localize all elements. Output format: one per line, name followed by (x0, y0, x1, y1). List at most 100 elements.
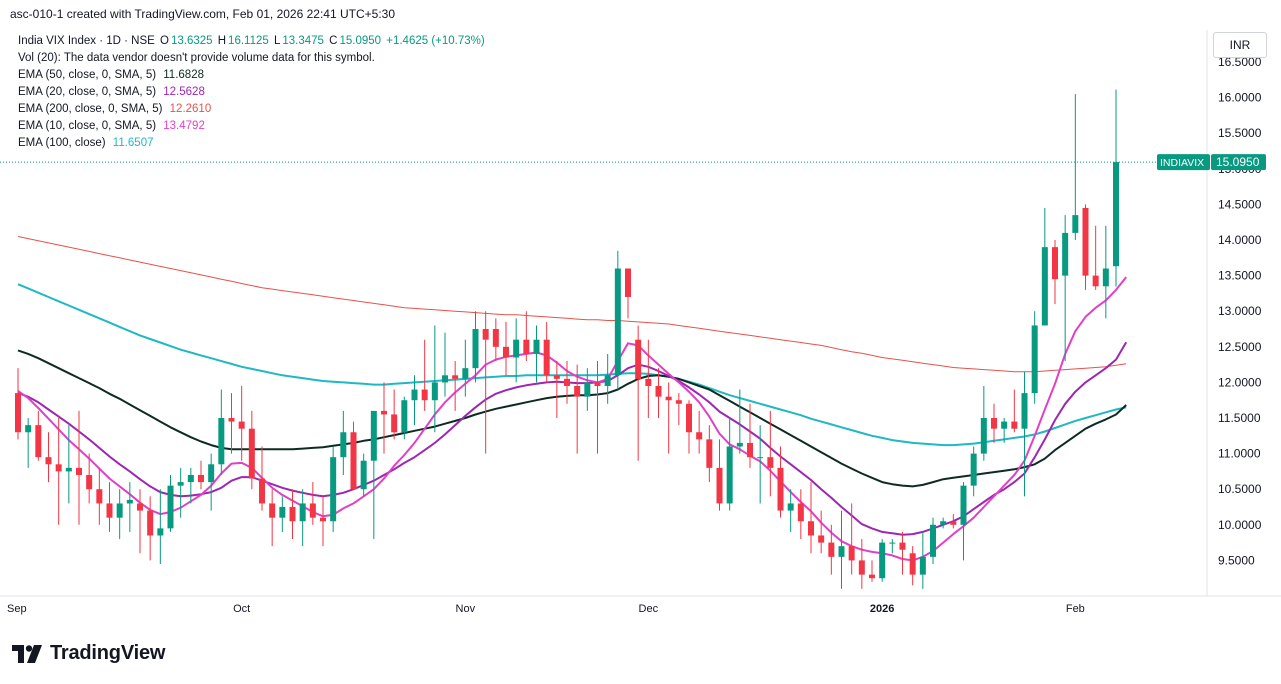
candle-body (706, 439, 713, 468)
candle (279, 496, 286, 532)
candle-body (797, 503, 804, 522)
candle-body (533, 339, 540, 354)
candle-body (635, 339, 642, 379)
ema-50-legend-row[interactable]: EMA (50, close, 0, SMA, 5) 11.6828 (18, 67, 487, 84)
candle (381, 382, 387, 454)
candle-body (248, 428, 255, 479)
x-tick-label: Sep (7, 603, 27, 615)
candle-body (167, 485, 174, 529)
candle (930, 517, 936, 564)
candle (604, 353, 611, 404)
candle-body (564, 378, 570, 386)
y-tick-label: 11.5000 (1218, 411, 1261, 425)
candle (147, 496, 154, 561)
candle-body (584, 382, 591, 397)
candle (747, 403, 753, 468)
candle-body (980, 418, 987, 454)
candle (208, 453, 215, 511)
candle-body (462, 368, 469, 379)
candle (187, 467, 194, 504)
candle (269, 489, 276, 547)
currency-button[interactable]: INR (1213, 32, 1267, 58)
candle (574, 364, 581, 454)
close-label: C (329, 35, 338, 47)
candle-body (1113, 162, 1119, 267)
candle-body (1052, 247, 1058, 280)
candle (960, 482, 967, 561)
candle-body (889, 542, 896, 544)
candle (330, 446, 337, 532)
candle (452, 361, 459, 411)
y-tick-label: 15.5000 (1218, 126, 1262, 140)
ema-20-legend-row[interactable]: EMA (20, close, 0, SMA, 5) 12.5628 (18, 84, 487, 101)
candle (970, 446, 977, 497)
y-tick-label: 12.5000 (1218, 340, 1262, 354)
candle-body (950, 521, 957, 525)
candle (370, 410, 377, 540)
indicator-label: EMA (200, close, 0, SMA, 5) (18, 103, 163, 115)
candle (1011, 389, 1018, 433)
candle (736, 389, 743, 454)
candle (309, 482, 316, 525)
candle (828, 524, 835, 575)
candle (289, 489, 296, 540)
candle (879, 539, 886, 582)
indicator-label: EMA (50, close, 0, SMA, 5) (18, 69, 157, 81)
y-tick-label: 12.0000 (1218, 375, 1262, 389)
candle-body (431, 382, 438, 401)
candle (848, 503, 855, 575)
candle (696, 410, 703, 454)
candle-body (370, 410, 377, 461)
candle (1031, 311, 1038, 404)
candle (1102, 225, 1109, 319)
candle-body (86, 474, 93, 490)
candle-body (757, 457, 764, 459)
candle (665, 382, 672, 454)
candle (1021, 371, 1028, 497)
y-tick-label: 14.5000 (1218, 197, 1262, 211)
candle (1041, 207, 1048, 326)
candle (675, 393, 682, 426)
candle-body (848, 546, 855, 561)
candle-body (1031, 325, 1038, 394)
candle-body (442, 375, 448, 383)
candle-body (655, 385, 662, 397)
candle-body (1001, 421, 1008, 429)
candle (65, 425, 72, 504)
candle (757, 425, 764, 504)
candle (198, 460, 204, 490)
candle (401, 396, 408, 440)
candle (55, 418, 62, 525)
candle-body (137, 503, 143, 511)
candle-body (736, 442, 743, 447)
candle-body (116, 503, 123, 518)
candle-body (309, 503, 316, 518)
candle-body (665, 396, 672, 401)
candle-body (340, 432, 347, 458)
candle-body (45, 457, 52, 465)
ema-line (17, 283, 1127, 447)
indicator-label: EMA (100, close) (18, 137, 106, 149)
candle-body (686, 403, 692, 433)
candle (218, 389, 225, 475)
y-tick-label: 11.0000 (1218, 447, 1261, 461)
candle (594, 361, 601, 454)
candle (858, 539, 865, 589)
candle-body (879, 542, 886, 579)
candle-body (899, 542, 906, 550)
candle-body (1062, 232, 1069, 276)
tradingview-logo[interactable]: TradingView (12, 642, 165, 665)
candle-body (513, 339, 520, 358)
ema-10-legend-row[interactable]: EMA (10, close, 0, SMA, 5) 13.4792 (18, 118, 487, 135)
ema-200-legend-row[interactable]: EMA (200, close, 0, SMA, 5) 12.2610 (18, 101, 487, 118)
candle-body (360, 460, 367, 490)
ema-100-legend-row[interactable]: EMA (100, close) 11.6507 (18, 135, 487, 152)
volume-legend-row[interactable]: Vol (20): The data vendor doesn't provid… (18, 50, 487, 67)
candle-body (645, 378, 652, 386)
y-tick-label: 9.5000 (1218, 553, 1255, 567)
candle (340, 410, 347, 475)
candle-body (126, 499, 133, 504)
symbol-legend-row[interactable]: India VIX Index · 1D · NSE O 13.6325 H 16.… (18, 33, 487, 50)
